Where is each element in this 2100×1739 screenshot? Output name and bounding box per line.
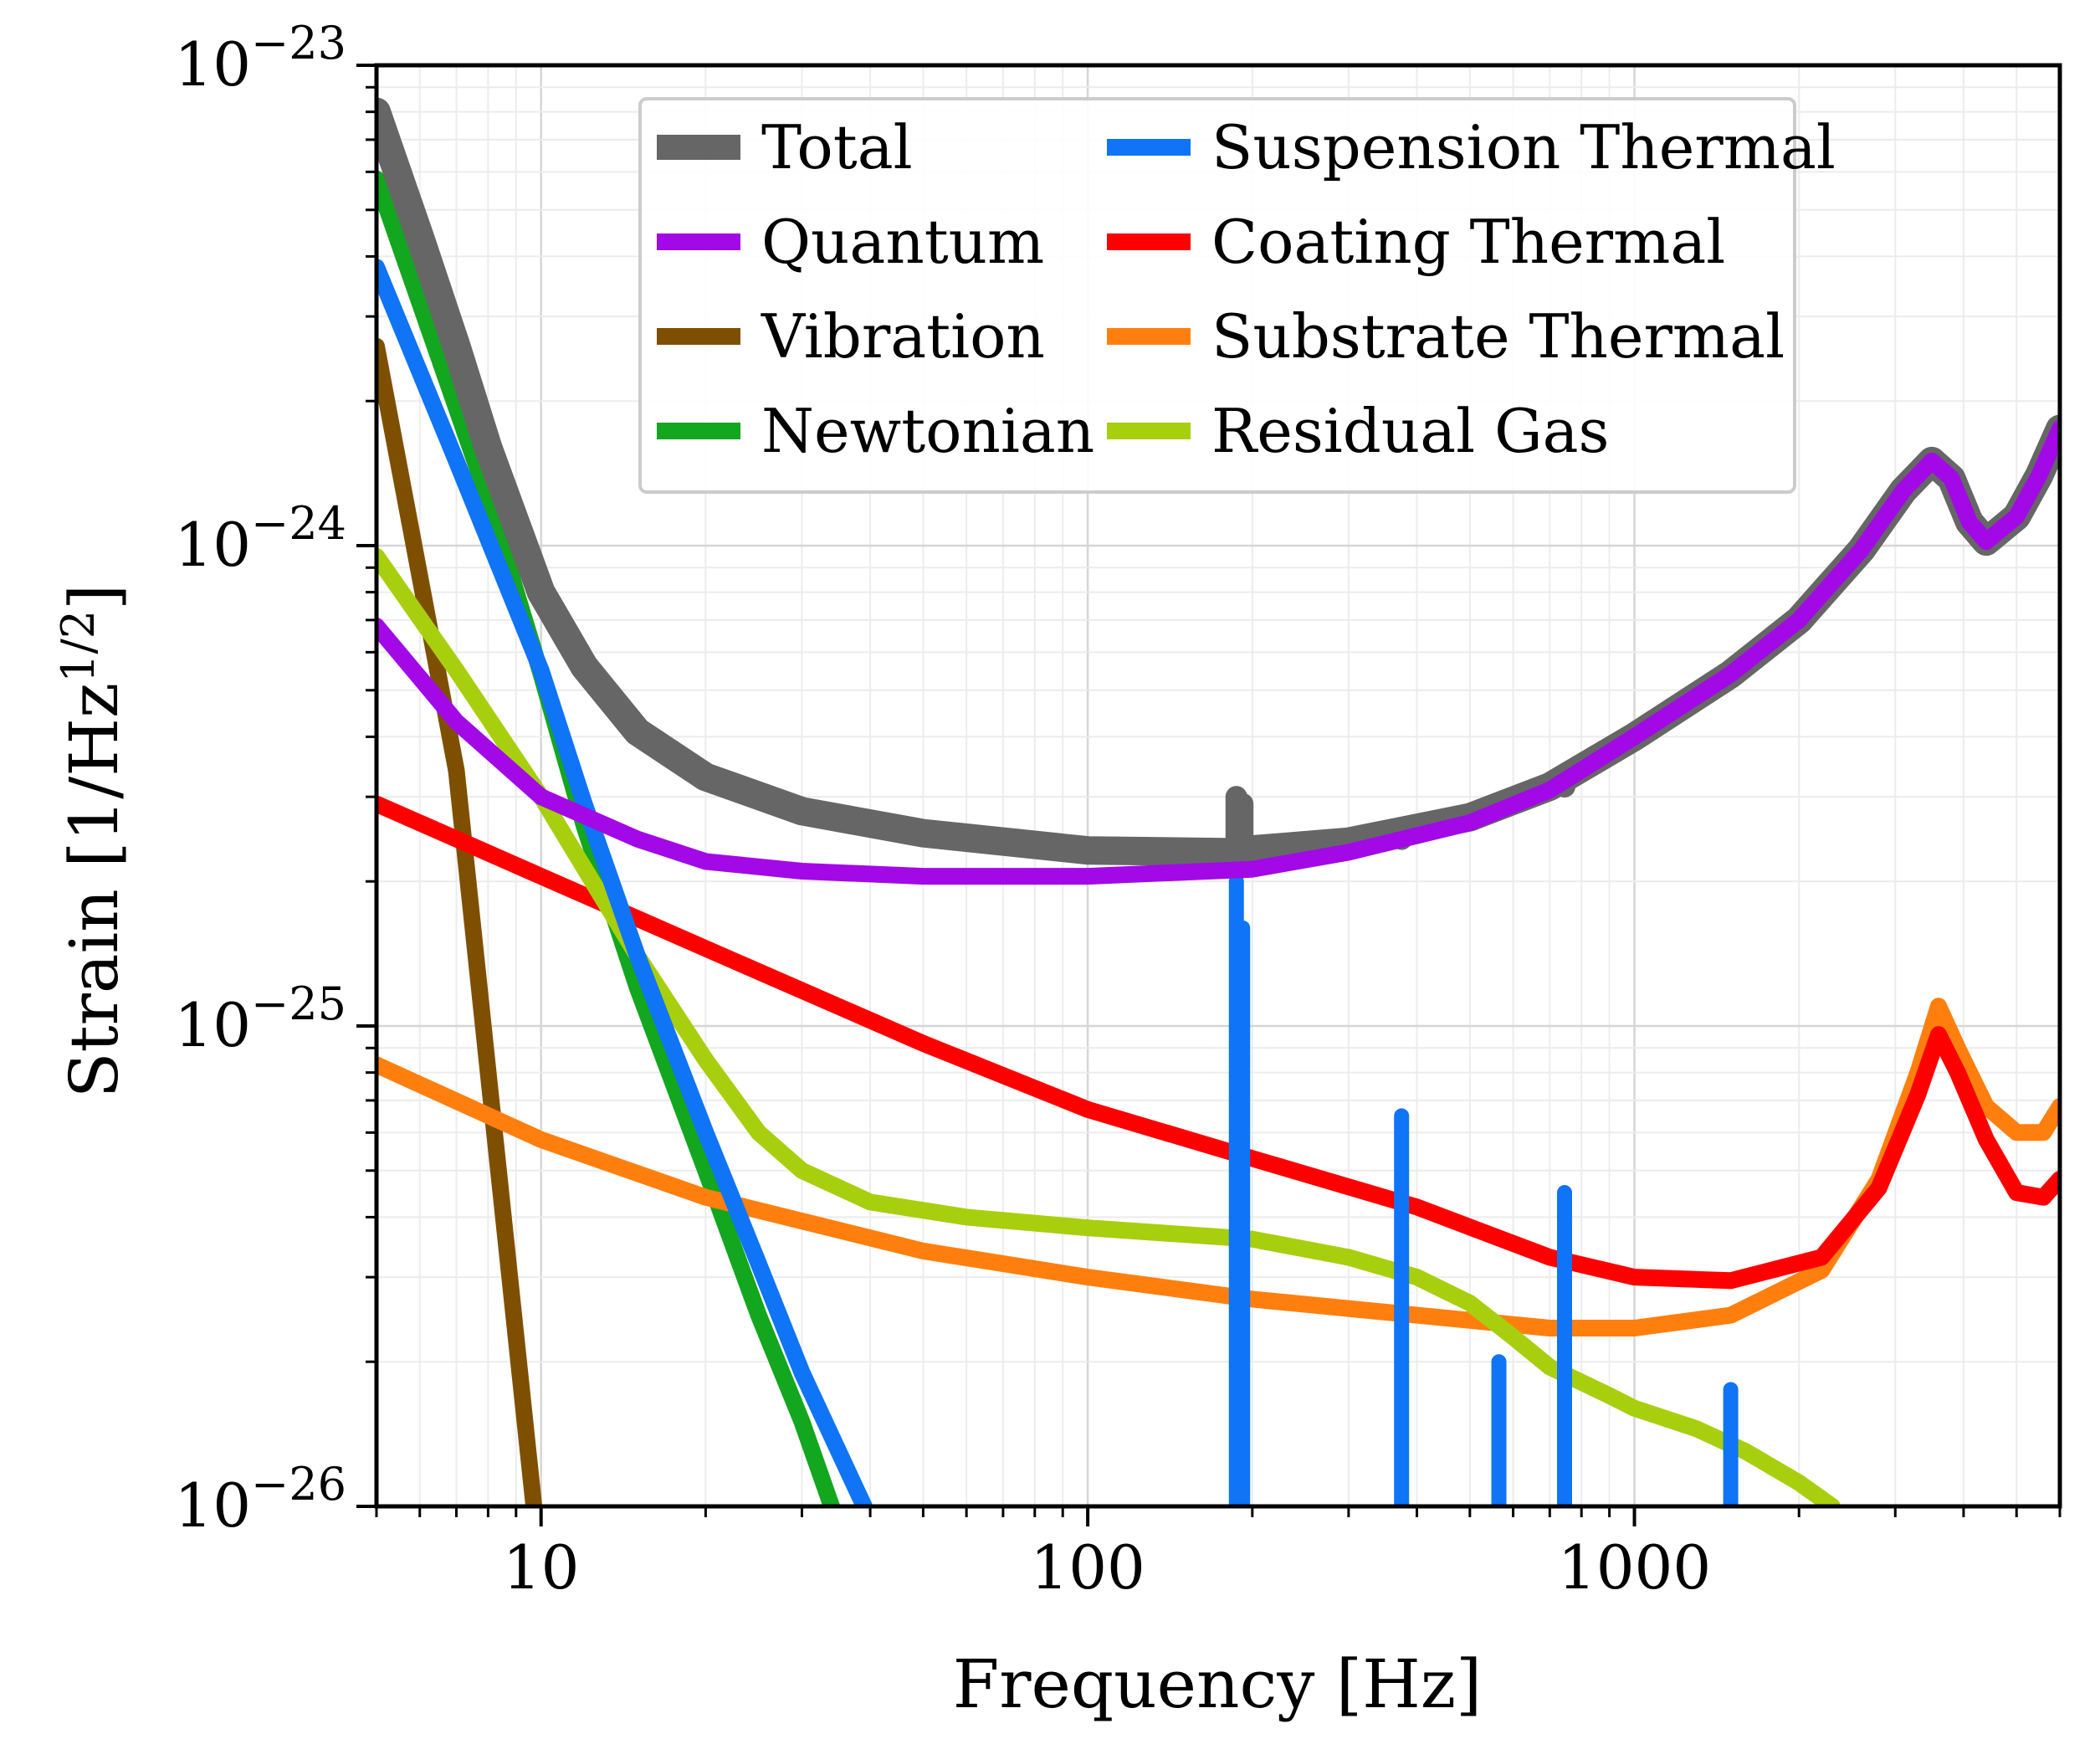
legend-item-gas: Residual Gas bbox=[1107, 396, 1610, 466]
y-tick-label: 10−24 bbox=[174, 497, 346, 580]
legend-label-vibration: Vibration bbox=[761, 301, 1045, 372]
legend-item-vibration: Vibration bbox=[657, 301, 1045, 372]
series-coating-line bbox=[376, 795, 2060, 1290]
axis-ticks: 10 100 1000 10−26 10−25 10−24 10−23 bbox=[174, 17, 2062, 1603]
legend-item-quantum: Quantum bbox=[657, 207, 1044, 277]
series-newtonian-line bbox=[376, 170, 840, 1506]
legend-label-suspension: Suspension Thermal bbox=[1211, 112, 1836, 182]
series-gas-line bbox=[376, 547, 1841, 1506]
x-axis-title: Frequency [Hz] bbox=[953, 1645, 1482, 1723]
legend-label-quantum: Quantum bbox=[761, 207, 1044, 277]
axes-frame bbox=[374, 63, 2062, 1509]
series-suspension-line bbox=[376, 259, 873, 1506]
legend-label-newtonian: Newtonian bbox=[761, 396, 1094, 466]
plot-area bbox=[376, 97, 2060, 1506]
y-axis-title-end: ] bbox=[55, 584, 133, 610]
series-substrate-line bbox=[376, 998, 2060, 1336]
legend-item-coating: Coating Thermal bbox=[1107, 207, 1725, 277]
x-tick-label: 1000 bbox=[1558, 1532, 1711, 1603]
legend-item-substrate: Substrate Thermal bbox=[1107, 301, 1785, 372]
legend-item-total: Total bbox=[657, 112, 913, 182]
y-tick-label: 10−26 bbox=[174, 1458, 346, 1541]
y-axis-title-main: Strain [1/Hz bbox=[55, 683, 133, 1098]
legend-label-coating: Coating Thermal bbox=[1211, 207, 1725, 277]
y-axis-title: Strain [1/Hz1/2] bbox=[52, 584, 133, 1099]
series-quantum-line bbox=[376, 420, 2060, 885]
legend-label-total: Total bbox=[761, 112, 913, 182]
x-tick-label: 100 bbox=[1030, 1532, 1145, 1603]
y-tick-label: 10−23 bbox=[174, 17, 346, 100]
legend-box bbox=[638, 97, 1796, 494]
legend-item-newtonian: Newtonian bbox=[657, 396, 1094, 466]
y-axis-title-sup: 1/2 bbox=[52, 610, 105, 683]
legend-label-substrate: Substrate Thermal bbox=[1211, 301, 1785, 372]
series-vibration-line bbox=[376, 337, 543, 1506]
legend-item-suspension: Suspension Thermal bbox=[1107, 112, 1836, 182]
legend: Total Quantum Vibration Newtonian Suspension… bbox=[638, 97, 1836, 494]
x-tick-label: 10 bbox=[503, 1532, 580, 1603]
plot-border bbox=[374, 63, 2062, 1509]
y-tick-label: 10−25 bbox=[174, 977, 346, 1060]
legend-label-gas: Residual Gas bbox=[1211, 396, 1610, 466]
